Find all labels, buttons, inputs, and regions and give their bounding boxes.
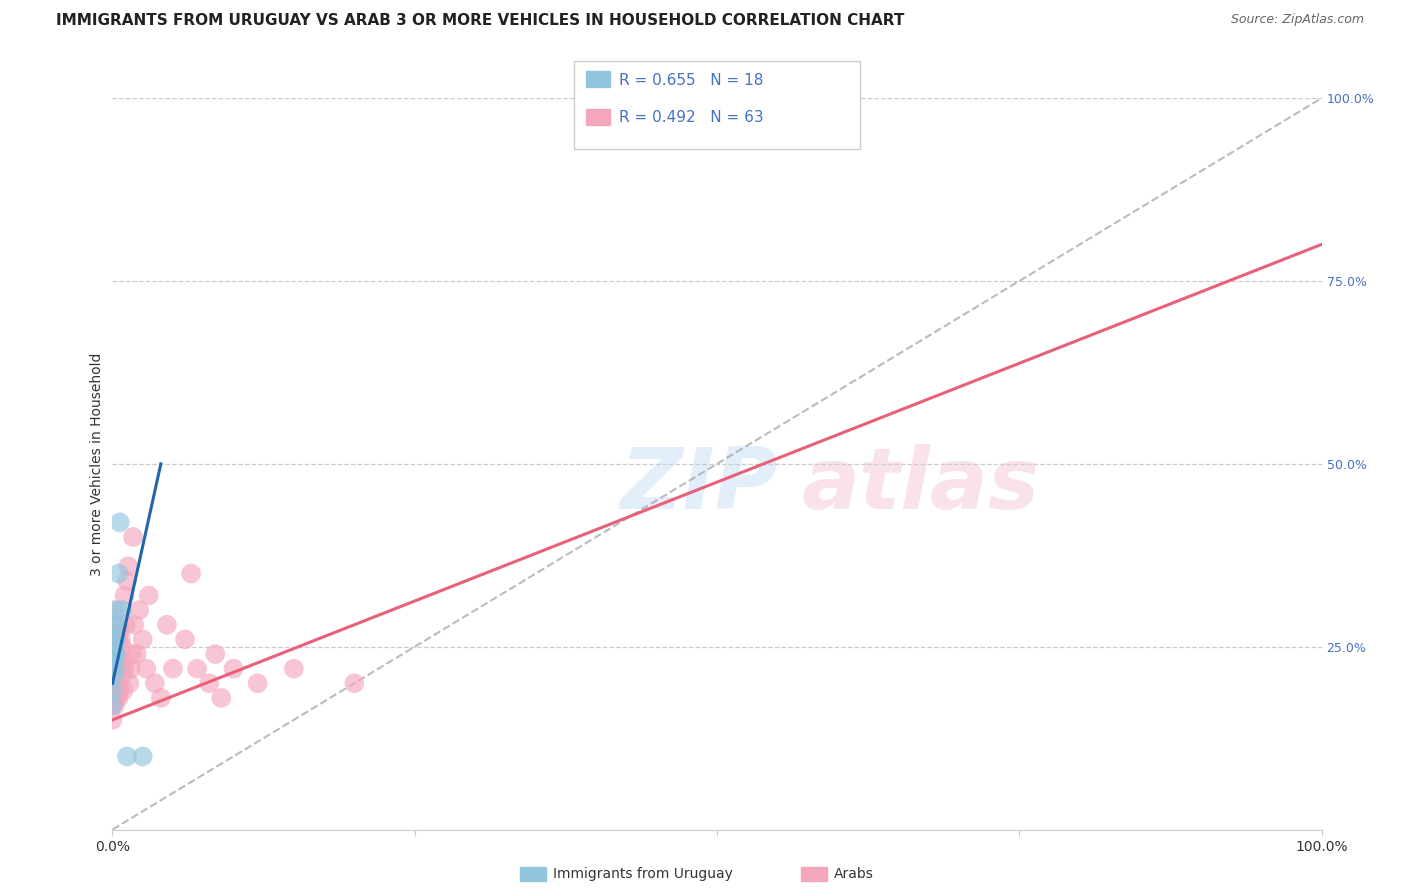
Point <box>110 662 132 676</box>
Point <box>104 647 127 661</box>
Point <box>105 632 128 647</box>
Point <box>101 683 124 698</box>
Point <box>103 603 125 617</box>
Y-axis label: 3 or more Vehicles in Household: 3 or more Vehicles in Household <box>90 352 104 575</box>
Point <box>283 662 305 676</box>
Point <box>105 647 128 661</box>
Point <box>105 625 128 640</box>
Point <box>104 654 127 668</box>
Point <box>111 640 134 654</box>
Point <box>104 683 127 698</box>
Point <box>107 690 129 705</box>
Point <box>143 676 166 690</box>
Text: Source: ZipAtlas.com: Source: ZipAtlas.com <box>1230 13 1364 27</box>
Point <box>108 683 131 698</box>
Point <box>118 676 141 690</box>
Point <box>104 617 127 632</box>
Point <box>138 589 160 603</box>
Point <box>103 662 125 676</box>
Point <box>204 647 226 661</box>
Point <box>174 632 197 647</box>
Point <box>112 654 135 668</box>
Point <box>107 662 129 676</box>
Point <box>112 683 135 698</box>
Point <box>103 654 125 668</box>
Text: ZIP: ZIP <box>620 444 778 527</box>
Point <box>105 690 128 705</box>
Text: IMMIGRANTS FROM URUGUAY VS ARAB 3 OR MORE VEHICLES IN HOUSEHOLD CORRELATION CHAR: IMMIGRANTS FROM URUGUAY VS ARAB 3 OR MOR… <box>56 13 904 29</box>
Point <box>198 676 221 690</box>
Point <box>105 669 128 683</box>
Point <box>105 603 128 617</box>
Text: R = 0.492   N = 63: R = 0.492 N = 63 <box>619 111 763 125</box>
Point <box>105 662 128 676</box>
Point <box>115 574 138 588</box>
Point <box>105 654 128 668</box>
Text: atlas: atlas <box>801 444 1040 527</box>
Point <box>122 530 145 544</box>
Point <box>108 625 131 640</box>
Point <box>101 713 124 727</box>
Point <box>105 683 128 698</box>
Point <box>162 662 184 676</box>
Point <box>120 662 142 676</box>
Point <box>105 676 128 690</box>
Point <box>101 640 124 654</box>
Point <box>121 647 143 661</box>
Text: R = 0.655   N = 18: R = 0.655 N = 18 <box>619 73 763 87</box>
Point <box>104 632 127 647</box>
Point <box>104 662 127 676</box>
Point <box>149 690 172 705</box>
Point <box>105 647 128 661</box>
Point <box>128 603 150 617</box>
Point <box>132 632 155 647</box>
Point <box>105 617 128 632</box>
Point <box>114 662 136 676</box>
Point <box>111 603 134 617</box>
Point <box>107 566 129 581</box>
Point <box>108 516 131 530</box>
Point <box>104 698 127 713</box>
Point <box>108 654 131 668</box>
Point <box>156 617 179 632</box>
Point <box>246 676 269 690</box>
Point <box>180 566 202 581</box>
Point <box>135 662 157 676</box>
Point <box>101 698 124 713</box>
Point <box>209 690 232 705</box>
Point <box>104 617 127 632</box>
Point <box>104 669 127 683</box>
Point <box>114 617 136 632</box>
Point <box>343 676 366 690</box>
Text: Arabs: Arabs <box>834 867 873 881</box>
Point <box>186 662 208 676</box>
Text: Immigrants from Uruguay: Immigrants from Uruguay <box>553 867 733 881</box>
Point <box>122 617 145 632</box>
Point <box>117 559 139 574</box>
Point <box>125 647 148 661</box>
Point <box>103 669 125 683</box>
Point <box>101 683 124 698</box>
Point <box>222 662 245 676</box>
Point <box>103 676 125 690</box>
Point <box>107 632 129 647</box>
Point <box>101 698 124 713</box>
Point <box>103 690 125 705</box>
Point <box>103 632 125 647</box>
Point <box>114 589 136 603</box>
Point <box>111 669 134 683</box>
Point <box>132 749 155 764</box>
Point <box>110 632 132 647</box>
Point <box>103 640 125 654</box>
Point <box>115 749 138 764</box>
